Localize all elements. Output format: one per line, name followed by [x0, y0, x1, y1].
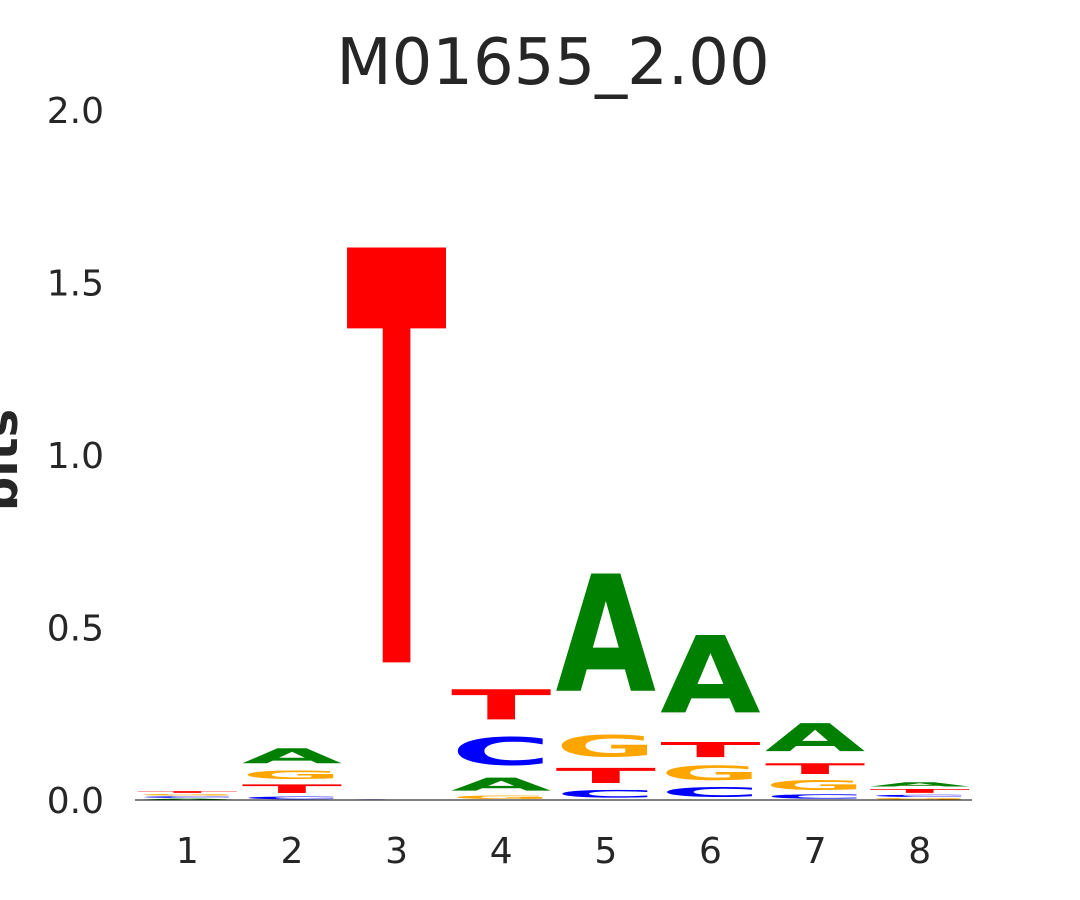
logo-letter: C — [556, 788, 656, 800]
x-tick-label: 8 — [908, 831, 931, 872]
logo-letter: G — [556, 729, 656, 763]
logo-letter: T — [242, 782, 342, 796]
logo-letter: A — [556, 542, 656, 729]
y-axis-ticks: 0.0 0.5 1.0 1.5 2.0 — [47, 91, 104, 822]
chart-title: M01655_2.00 — [336, 26, 769, 100]
logo-letter: T — [346, 135, 447, 798]
logo-letter: G — [137, 793, 237, 795]
x-axis-ticks: 1 2 3 4 5 6 7 8 — [176, 831, 931, 872]
x-tick-label: 1 — [176, 831, 199, 872]
logo-letter: A — [765, 715, 865, 760]
logo-letter: C — [451, 729, 551, 774]
logo-letter: T — [556, 764, 657, 788]
y-tick-label: 1.5 — [47, 264, 104, 305]
logo-letter: G — [451, 795, 551, 800]
y-tick-label: 1.0 — [47, 436, 104, 477]
letter-stacks: ACGTCTGAACGTGACTCTGACGTACGTAGCTA — [137, 135, 970, 800]
logo-letter: C — [765, 793, 865, 800]
y-tick-label: 0.5 — [47, 609, 104, 650]
x-tick-label: 7 — [804, 831, 827, 872]
logo-letter: T — [137, 791, 237, 794]
logo-letter: A — [137, 798, 237, 800]
logo-letter: C — [137, 796, 237, 798]
logo-letter: T — [660, 738, 761, 762]
logo-letter: T — [451, 682, 552, 730]
logo-letter: A — [242, 744, 343, 768]
logo-letter: A — [660, 614, 761, 738]
logo-letter: G — [242, 768, 342, 782]
logo-letter: T — [765, 760, 865, 777]
logo-letter: C — [242, 796, 342, 800]
y-tick-label: 0.0 — [47, 781, 104, 822]
logo-letter: C — [660, 785, 760, 800]
logo-letter: G — [869, 798, 969, 800]
x-tick-label: 6 — [699, 831, 722, 872]
y-tick-label: 2.0 — [47, 91, 104, 132]
y-axis-label: bits — [0, 409, 29, 511]
x-tick-label: 5 — [594, 831, 617, 872]
x-tick-label: 4 — [490, 831, 513, 872]
logo-letter: G — [660, 762, 760, 784]
logo-letter: T — [869, 788, 969, 794]
logo-letter: A — [451, 774, 552, 795]
logo-letter: A — [869, 781, 969, 788]
x-tick-label: 2 — [280, 831, 303, 872]
logo-letter: C — [869, 794, 969, 797]
x-tick-label: 3 — [385, 831, 408, 872]
logo-letter: G — [765, 778, 865, 794]
